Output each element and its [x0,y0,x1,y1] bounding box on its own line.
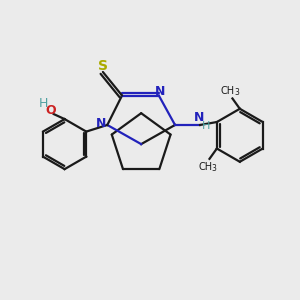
Text: 3: 3 [234,88,239,97]
Text: N: N [96,117,106,130]
Text: H: H [202,121,211,130]
Text: N: N [194,111,204,124]
Text: CH: CH [198,162,212,172]
Text: 3: 3 [212,164,216,173]
Text: N: N [155,85,166,98]
Text: O: O [45,104,56,117]
Text: S: S [98,59,108,73]
Text: H: H [38,97,48,110]
Text: CH: CH [221,85,235,95]
